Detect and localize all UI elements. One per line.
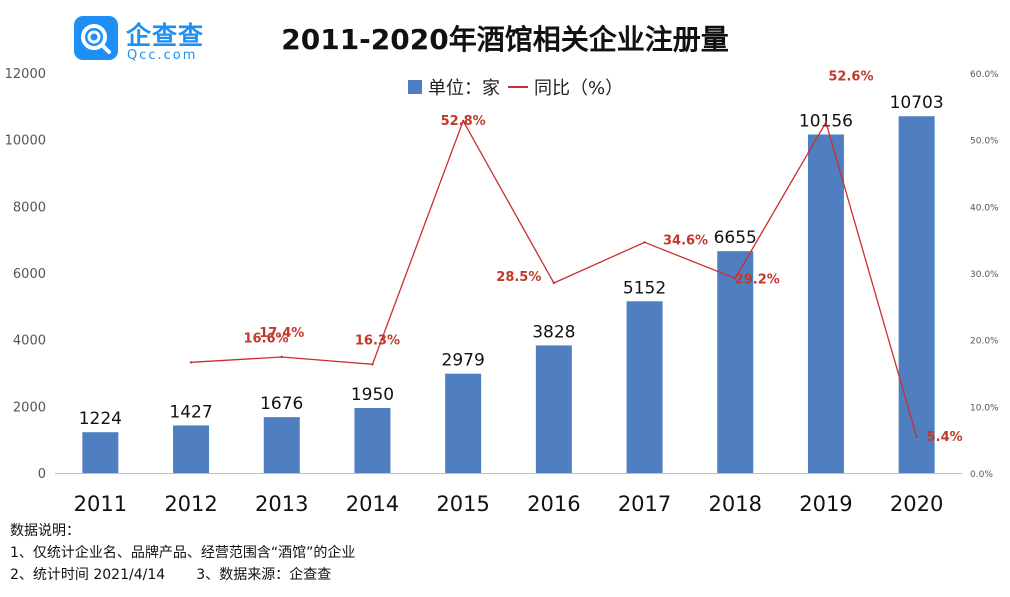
y2-tick-label: 50.0% [970, 137, 999, 147]
yoy-point [643, 241, 646, 244]
bar [626, 301, 663, 473]
y-tick-label: 12000 [5, 67, 46, 82]
yoy-value-label: 16.6% [243, 331, 288, 346]
yoy-point [280, 355, 283, 359]
logo-domain: Qcc.com [127, 48, 198, 63]
legend-bar-label: 单位：家 [428, 78, 500, 99]
x-tick-label: 2016 [527, 492, 580, 516]
notes-line-1: 1、仅统计企业名、品牌产品、经营范围含“酒馆”的企业 [10, 545, 356, 561]
yoy-point [461, 119, 465, 123]
yoy-value-label: 28.5% [496, 270, 541, 285]
y-tick-label: 10000 [5, 134, 46, 149]
y-tick-label: 4000 [13, 334, 46, 349]
x-tick-label: 2019 [799, 492, 852, 516]
x-tick-label: 2013 [255, 492, 308, 516]
yoy-value-label: 17.4% [259, 326, 304, 341]
yoy-point [915, 435, 918, 439]
bar [535, 345, 572, 473]
yoy-point [552, 281, 556, 285]
bar [445, 373, 482, 473]
bar [717, 251, 754, 473]
bar [173, 425, 210, 473]
yoy-point [824, 121, 828, 124]
legend-line-label: 同比（%） [534, 78, 624, 99]
chart-title: 2011-2020年酒馆相关企业注册量 [281, 23, 729, 56]
x-tick-label: 2012 [164, 492, 217, 516]
bar-value-label: 3828 [532, 322, 575, 342]
y2-tick-label: 30.0% [970, 270, 999, 280]
y2-tick-label: 40.0% [970, 203, 999, 213]
yoy-point [371, 363, 374, 366]
bar [807, 134, 844, 473]
bar [354, 408, 391, 473]
y2-tick-label: 60.0% [970, 70, 999, 80]
yoy-point [189, 361, 193, 364]
legend-bar-swatch [408, 80, 422, 94]
bar-value-label: 1950 [351, 385, 394, 405]
yoy-value-label: 16.3% [355, 333, 400, 348]
yoy-value-label: 5.4% [927, 430, 963, 445]
x-tick-label: 2011 [74, 492, 127, 516]
bar [263, 417, 300, 473]
notes-heading: 数据说明： [10, 523, 80, 539]
legend-line-swatch [508, 86, 528, 88]
x-tick-label: 2015 [436, 492, 489, 516]
x-tick-label: 2014 [346, 492, 399, 516]
bar-value-label: 1676 [260, 394, 303, 414]
x-tick-label: 2020 [890, 492, 943, 516]
x-tick-label: 2018 [709, 492, 762, 516]
bar [898, 116, 935, 473]
y2-tick-label: 10.0% [970, 403, 999, 413]
yoy-value-label: 52.6% [828, 69, 873, 84]
y2-tick-label: 0.0% [970, 470, 993, 480]
y-tick-label: 6000 [13, 267, 46, 282]
yoy-value-label: 52.8% [441, 114, 486, 129]
bar-value-label: 1224 [79, 409, 122, 429]
qcc-logo-icon [74, 16, 118, 60]
legend: 单位：家 同比（%） [408, 74, 623, 100]
bar-value-label: 1427 [169, 402, 212, 422]
qcc-logo: 企查查 Qcc.com [74, 14, 224, 70]
y2-tick-label: 20.0% [970, 337, 999, 347]
data-notes: 数据说明： 1、仅统计企业名、品牌产品、经营范围含“酒馆”的企业 2、统计时间 … [10, 520, 355, 586]
x-tick-label: 2017 [618, 492, 671, 516]
bar-value-label: 5152 [623, 278, 666, 298]
bar-value-label: 10703 [890, 93, 944, 113]
yoy-point [734, 277, 737, 280]
notes-line-2: 2、统计时间 2021/4/14 3、数据来源：企查查 [10, 567, 332, 583]
yoy-value-label: 34.6% [663, 233, 708, 248]
logo-name: 企查查 [126, 21, 205, 50]
y-tick-label: 8000 [13, 200, 46, 215]
chart-area: 0 2000 4000 6000 8000 10000 12000 0.0% 10.0% 20.0… [5, 67, 999, 516]
y-tick-label: 0 [38, 467, 46, 482]
bar-value-label: 6655 [714, 228, 757, 248]
bar [82, 432, 119, 473]
y-tick-label: 2000 [13, 400, 46, 415]
bar-value-label: 2979 [442, 351, 485, 371]
yoy-value-label: 29.2% [735, 272, 780, 287]
